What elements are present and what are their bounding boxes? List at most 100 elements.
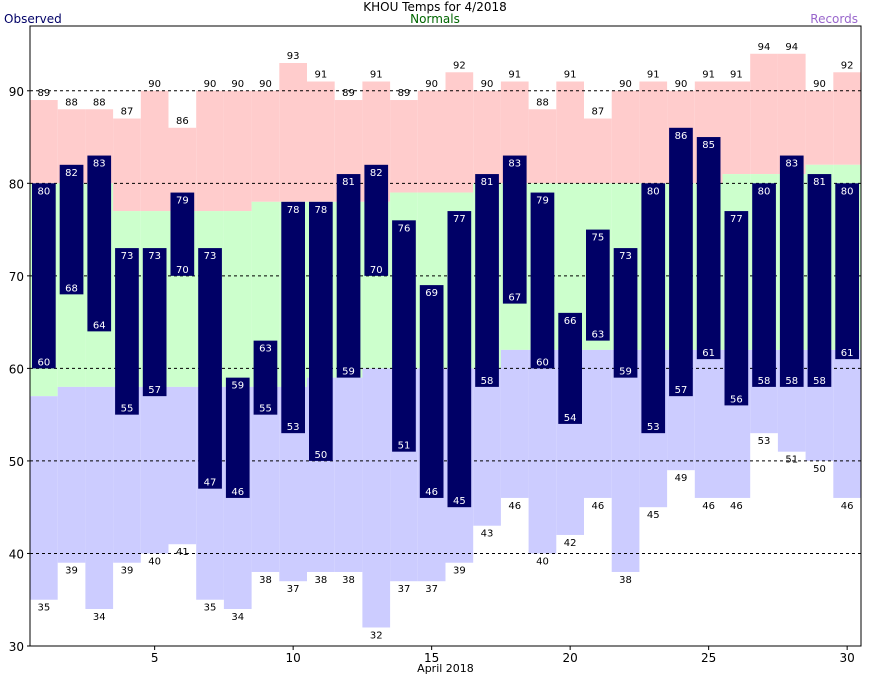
record-low-label: 37 [425,584,438,595]
observed-low-label: 57 [675,385,688,396]
observed-low-label: 58 [813,376,826,387]
observed-bar [530,192,555,369]
x-axis-label: April 2018 [417,662,474,675]
observed-bar [32,183,56,369]
observed-bar [502,155,527,304]
record-high-label: 91 [508,70,521,81]
y-tick-label: 80 [9,177,24,191]
observed-bar [309,201,333,461]
record-high-label: 94 [785,42,798,53]
y-tick-label: 90 [9,85,24,99]
observed-low-label: 60 [536,357,549,368]
observed-bar [253,340,278,415]
observed-high-label: 80 [647,186,660,197]
record-high-band [223,90,252,212]
record-low-band [584,349,612,498]
observed-low-label: 56 [730,394,743,405]
record-low-label: 39 [121,566,134,577]
observed-bar [807,174,832,387]
observed-bar [475,174,499,387]
record-high-label: 90 [619,79,632,90]
record-low-label: 32 [370,630,383,641]
record-high-label: 88 [93,97,106,108]
observed-high-label: 80 [758,186,771,197]
record-high-label: 88 [65,97,78,108]
record-low-band [500,349,529,498]
record-low-label: 43 [481,529,494,540]
observed-bar [87,155,112,332]
observed-low-label: 57 [148,385,161,396]
observed-high-label: 79 [536,196,549,207]
observed-bar [198,248,222,489]
observed-high-label: 77 [453,214,466,225]
record-high-label: 92 [453,60,466,71]
observed-high-label: 83 [785,159,798,170]
record-low-band [362,368,391,628]
observed-bar [170,192,195,276]
observed-bar [447,211,472,508]
observed-high-label: 86 [675,131,688,142]
record-high-band [140,90,169,212]
observed-high-label: 73 [148,251,161,262]
legend-observed: Observed [4,12,62,26]
observed-bar [613,248,638,378]
observed-low-label: 53 [287,422,300,433]
record-high-label: 90 [204,79,217,90]
record-high-band [584,118,612,184]
record-low-band [334,377,363,572]
record-high-label: 91 [647,70,660,81]
record-low-band [694,349,723,498]
record-low-label: 38 [314,575,327,586]
observed-high-label: 81 [813,177,826,188]
observed-low-label: 46 [231,487,244,498]
observed-low-label: 58 [758,376,771,387]
plot-frame [29,25,862,647]
record-low-label: 35 [37,603,50,614]
legend-normals: Normals [410,12,460,26]
record-high-band [611,90,640,184]
observed-high-label: 59 [231,381,244,392]
chart-title: KHOU Temps for 4/2018 [363,0,507,14]
record-high-label: 94 [758,42,771,53]
observed-low-label: 70 [176,265,189,276]
record-low-label: 34 [93,612,106,623]
observed-low-label: 46 [425,487,438,498]
x-tick-label: 25 [701,651,716,665]
record-low-label: 34 [231,612,244,623]
observed-bar [696,137,721,360]
record-high-label: 91 [564,70,577,81]
observed-low-label: 51 [398,441,411,452]
record-high-label: 93 [287,51,300,62]
record-high-label: 90 [425,79,438,90]
observed-low-label: 59 [619,367,632,378]
observed-low-label: 67 [508,293,521,304]
observed-bar [558,312,582,424]
record-high-label: 92 [841,60,854,71]
observed-bar [752,183,776,387]
record-low-label: 37 [287,584,300,595]
record-high-band [307,81,335,202]
record-low-label: 39 [453,566,466,577]
record-low-label: 53 [758,436,771,447]
record-low-label: 46 [508,501,521,512]
record-high-band [528,109,557,184]
record-high-label: 90 [481,79,494,90]
observed-low-label: 64 [93,320,106,331]
record-low-label: 38 [342,575,355,586]
y-tick-label: 30 [9,640,24,654]
record-high-label: 90 [148,79,161,90]
observed-bar [835,183,859,360]
observed-high-label: 78 [314,205,327,216]
record-low-band [168,386,197,545]
x-tick-label: 30 [840,651,855,665]
record-high-label: 90 [675,79,688,90]
record-high-band [722,81,751,175]
observed-high-label: 80 [37,186,50,197]
observed-bar [59,164,84,295]
record-low-band [140,386,169,554]
x-tick-label: 10 [286,651,301,665]
record-high-band [196,90,224,212]
record-high-label: 86 [176,116,189,127]
record-high-band [251,90,280,202]
